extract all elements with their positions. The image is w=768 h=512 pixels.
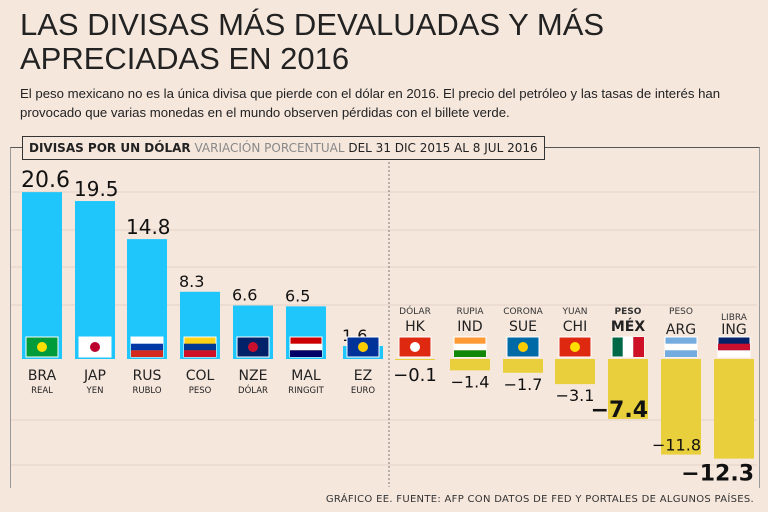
currency-name: LIBRA	[721, 313, 748, 323]
flag-stripe	[184, 350, 216, 357]
subtitle: El peso mexicano no es la única divisa q…	[20, 86, 721, 120]
value-label: 6.5	[285, 286, 310, 305]
currency-name: CORONA	[503, 307, 543, 317]
flag-stripe	[665, 350, 697, 357]
currency-name: YUAN	[562, 307, 588, 317]
value-label: 8.3	[179, 272, 204, 291]
flag-stripe	[665, 343, 697, 351]
bar-IND	[450, 359, 490, 371]
value-label: −7.4	[591, 398, 648, 423]
bar-ING	[714, 359, 754, 459]
flag-stripe	[290, 350, 322, 357]
value-label: −1.4	[451, 372, 490, 391]
currency-name: PESO	[189, 386, 212, 396]
bar-ARG	[661, 359, 701, 455]
flag-stripe	[718, 343, 750, 351]
bar-SUE	[503, 359, 543, 373]
header-range: DEL 31 DIC 2015 AL 8 JUL 2016	[348, 141, 538, 155]
category-label: COL	[186, 368, 215, 384]
flag-emblem	[358, 342, 368, 352]
bar-CHI	[555, 359, 595, 385]
flag-stripe	[131, 343, 163, 351]
value-label: −3.1	[556, 386, 595, 405]
flag-stripe	[718, 350, 750, 357]
currency-name: PESO	[669, 307, 693, 317]
value-label: −0.1	[393, 365, 437, 386]
currency-name: RINGGIT	[288, 386, 324, 396]
flag-emblem	[518, 342, 528, 352]
currency-name: RUPIA	[456, 307, 484, 317]
flag-emblem	[37, 342, 47, 352]
flag-stripe	[454, 350, 486, 357]
currency-name: RUBLO	[132, 386, 161, 396]
category-label: IND	[457, 319, 482, 335]
currency-name: DÓLAR	[399, 305, 431, 317]
bar-BRA	[22, 192, 62, 359]
source-note: GRÁFICO EE. FUENTE: AFP CON DATOS DE FED…	[325, 494, 754, 505]
flag-stripe	[633, 337, 644, 357]
currency-name: EURO	[351, 386, 375, 396]
header-gray: VARIACIÓN PORCENTUAL	[194, 141, 345, 155]
flag-emblem	[90, 342, 100, 352]
value-label: −11.8	[652, 436, 701, 455]
flag-emblem	[570, 342, 580, 352]
category-label: HK	[405, 319, 426, 335]
bar-MÉX	[608, 359, 648, 419]
category-label: MAL	[291, 368, 321, 384]
bar-HK	[395, 359, 435, 360]
flag-stripe	[131, 350, 163, 357]
category-label: SUE	[509, 319, 537, 335]
bar-JAP	[75, 201, 115, 359]
category-label: MÉX	[611, 318, 645, 335]
flag-stripe	[184, 343, 216, 351]
category-label: RUS	[133, 368, 162, 384]
currency-name: PESO	[615, 307, 642, 317]
category-label: ING	[721, 322, 746, 338]
category-label: JAP	[83, 368, 106, 384]
flag-emblem	[248, 342, 258, 352]
chart-header: DIVISAS POR UN DÓLAR VARIACIÓN PORCENTUA…	[22, 136, 545, 160]
category-label: BRA	[28, 368, 57, 384]
value-label: −12.3	[681, 462, 754, 487]
currency-name: REAL	[31, 386, 53, 396]
currency-name: YEN	[86, 386, 104, 396]
currency-name: DÓLAR	[238, 384, 268, 396]
flag-stripe	[290, 343, 322, 351]
category-label: CHI	[563, 319, 587, 335]
value-label: 14.8	[126, 215, 171, 239]
value-label: 20.6	[21, 168, 70, 193]
page-title: LAS DIVISAS MÁS DEVALUADAS Y MÁS APRECIA…	[20, 7, 605, 76]
header-bold: DIVISAS POR UN DÓLAR	[29, 141, 191, 155]
flag-stripe	[454, 343, 486, 351]
value-label: 6.6	[232, 286, 257, 305]
value-label: −1.7	[504, 375, 543, 394]
category-label: ARG	[666, 322, 696, 338]
category-label: NZE	[239, 368, 268, 384]
value-label: 19.5	[74, 177, 119, 201]
category-label: EZ	[354, 368, 372, 384]
flag-emblem	[410, 342, 420, 352]
flag-stripe	[622, 337, 634, 357]
